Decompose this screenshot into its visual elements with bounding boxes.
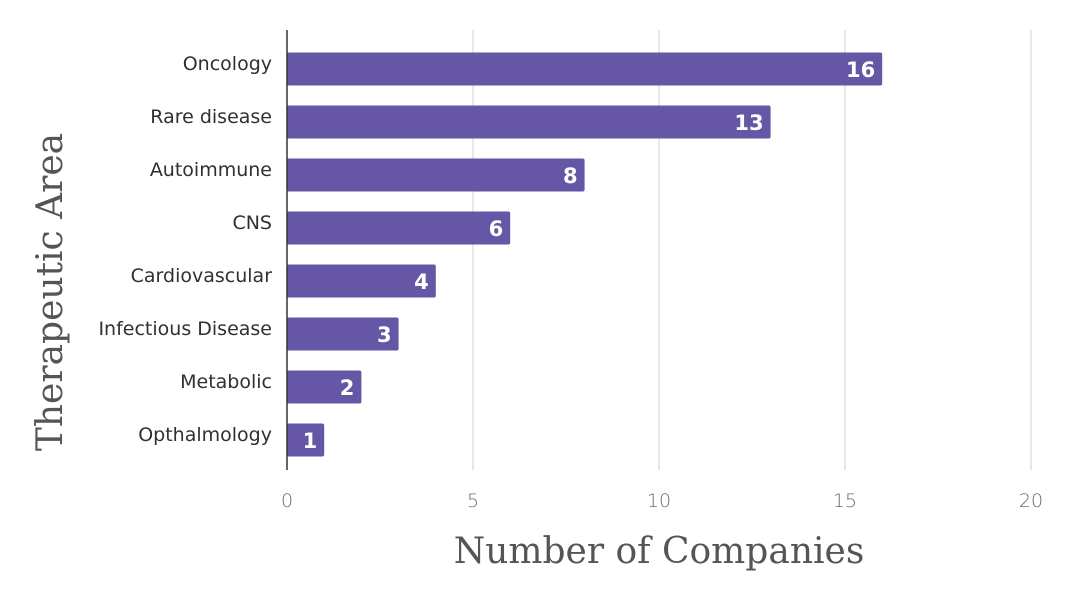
category-label-oncology: Oncology <box>183 53 272 75</box>
data-label-oncology: 16 <box>846 58 875 82</box>
data-label-autoimmune: 8 <box>563 164 578 188</box>
category-labels: Oncology Rare disease Autoimmune CNS Cardiov… <box>98 53 272 446</box>
y-axis-title: Therapeutic Area <box>30 133 71 451</box>
bar-cns <box>287 211 511 245</box>
bar-oncology <box>287 52 883 86</box>
category-label-opthalmology: Opthalmology <box>138 424 272 446</box>
x-tick-labels: 0 5 10 15 20 <box>281 490 1043 512</box>
data-label-cardiovascular: 4 <box>414 270 429 294</box>
bar-opthalmology <box>287 423 325 457</box>
category-label-rare-disease: Rare disease <box>150 106 272 128</box>
category-label-cns: CNS <box>232 212 272 234</box>
category-label-autoimmune: Autoimmune <box>150 159 272 181</box>
data-label-cns: 6 <box>489 217 504 241</box>
x-tick-label-5: 5 <box>467 490 479 512</box>
bar-cardiovascular <box>287 264 436 298</box>
gridlines <box>472 30 1032 470</box>
data-label-infectious-disease: 3 <box>377 323 392 347</box>
x-tick-label-15: 15 <box>833 490 857 512</box>
x-tick-label-20: 20 <box>1019 490 1043 512</box>
bar-autoimmune <box>287 158 585 192</box>
data-label-metabolic: 2 <box>340 376 355 400</box>
x-tick-label-0: 0 <box>281 490 293 512</box>
bar-metabolic <box>287 370 362 404</box>
x-axis-title: Number of Companies <box>454 531 865 572</box>
bars: 16 13 8 6 4 3 2 1 <box>287 52 883 457</box>
category-label-cardiovascular: Cardiovascular <box>131 265 273 287</box>
category-label-metabolic: Metabolic <box>180 371 272 393</box>
bar-infectious-disease <box>287 317 399 351</box>
x-tick-label-10: 10 <box>647 490 671 512</box>
data-label-opthalmology: 1 <box>303 429 318 453</box>
data-label-rare-disease: 13 <box>734 111 763 135</box>
bar-rare-disease <box>287 105 771 139</box>
category-label-infectious-disease: Infectious Disease <box>98 318 272 340</box>
